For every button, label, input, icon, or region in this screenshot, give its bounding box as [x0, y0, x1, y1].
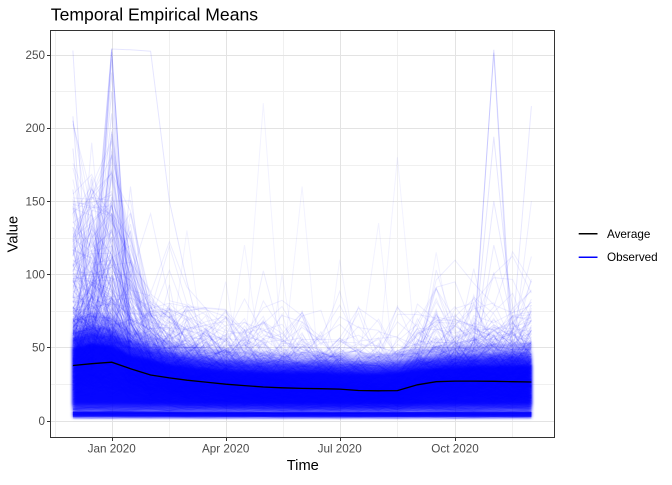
svg-text:Temporal Empirical Means: Temporal Empirical Means: [51, 4, 258, 24]
svg-text:50: 50: [32, 342, 46, 355]
svg-text:0: 0: [38, 415, 45, 428]
svg-text:Observed: Observed: [607, 251, 658, 264]
svg-text:Apr 2020: Apr 2020: [202, 442, 250, 455]
svg-text:Jan 2020: Jan 2020: [88, 442, 137, 455]
svg-text:Value: Value: [6, 216, 22, 252]
svg-text:150: 150: [25, 195, 45, 208]
svg-text:250: 250: [25, 49, 45, 62]
svg-text:Oct 2020: Oct 2020: [431, 442, 479, 455]
svg-text:100: 100: [25, 269, 45, 282]
svg-text:Time: Time: [287, 458, 319, 474]
svg-text:Jul 2020: Jul 2020: [318, 442, 363, 455]
svg-text:200: 200: [25, 122, 45, 135]
svg-text:Average: Average: [607, 228, 650, 241]
